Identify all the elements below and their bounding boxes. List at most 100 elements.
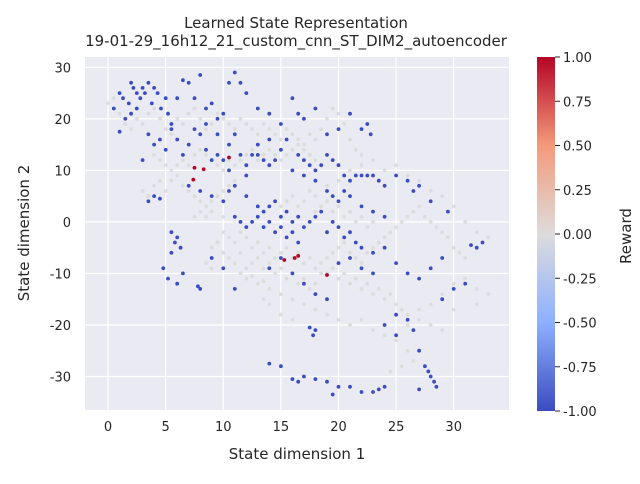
data-point xyxy=(423,214,427,219)
data-point xyxy=(166,276,170,281)
data-point xyxy=(446,235,450,240)
data-point xyxy=(255,281,260,286)
data-point xyxy=(244,266,249,271)
data-point xyxy=(192,194,197,199)
data-point xyxy=(290,377,295,381)
data-point xyxy=(181,271,185,276)
data-point xyxy=(181,158,185,163)
data-point xyxy=(336,127,341,131)
data-point xyxy=(330,106,335,111)
data-point xyxy=(336,317,341,322)
data-point xyxy=(232,163,237,168)
data-point xyxy=(204,106,208,111)
data-point xyxy=(149,101,154,106)
data-point xyxy=(405,173,410,178)
data-point xyxy=(261,225,266,230)
data-point xyxy=(405,348,410,353)
data-point xyxy=(388,292,393,296)
data-point xyxy=(232,240,237,245)
data-point xyxy=(232,132,237,137)
data-point xyxy=(296,111,301,116)
data-point xyxy=(325,199,329,204)
data-point xyxy=(382,183,387,188)
data-point xyxy=(232,127,237,131)
data-point xyxy=(178,245,183,250)
colorbar-tick-label: 1.00 xyxy=(563,51,592,66)
data-point xyxy=(284,137,289,142)
data-point xyxy=(169,230,174,235)
data-point xyxy=(169,132,174,137)
chart-title-line2: 19-01-29_16h12_21_custom_cnn_ST_DIM2_aut… xyxy=(85,32,508,51)
data-point xyxy=(209,209,214,214)
data-point xyxy=(152,153,157,157)
data-point xyxy=(336,384,341,389)
data-point xyxy=(284,209,289,214)
data-point xyxy=(348,137,352,142)
data-point xyxy=(325,132,329,137)
data-point xyxy=(284,199,289,204)
data-point xyxy=(215,240,220,245)
data-point xyxy=(336,276,341,281)
data-point xyxy=(181,122,185,126)
data-point xyxy=(279,158,283,163)
data-point xyxy=(313,106,318,111)
data-point xyxy=(227,189,231,193)
data-point xyxy=(411,209,416,214)
data-point xyxy=(140,158,145,163)
data-point xyxy=(273,132,277,137)
data-point xyxy=(126,101,131,106)
data-point xyxy=(382,333,387,338)
data-point xyxy=(388,230,393,235)
data-point xyxy=(336,111,341,116)
colorbar xyxy=(537,57,555,411)
data-point xyxy=(227,256,231,260)
data-point xyxy=(232,178,237,183)
data-point xyxy=(302,147,306,152)
data-point xyxy=(342,235,347,240)
data-point xyxy=(215,194,220,199)
data-point xyxy=(336,204,341,209)
data-point xyxy=(405,271,410,276)
data-point xyxy=(244,194,249,199)
data-point xyxy=(204,204,208,209)
data-point xyxy=(152,194,157,199)
data-point xyxy=(428,302,433,307)
x-tick-labels: 0 5 10 15 20 25 30 xyxy=(104,420,462,435)
data-point xyxy=(204,261,208,265)
data-point xyxy=(192,127,197,131)
data-point xyxy=(319,127,324,131)
colorbar-tick-label: 0.25 xyxy=(563,184,592,199)
data-point xyxy=(311,333,315,338)
data-point xyxy=(292,256,297,260)
data-point xyxy=(290,230,295,235)
data-point xyxy=(336,245,341,250)
data-point xyxy=(417,183,421,188)
data-point xyxy=(279,122,283,126)
data-point xyxy=(411,328,416,332)
data-point xyxy=(394,312,398,317)
data-point xyxy=(215,132,220,137)
data-point xyxy=(255,142,260,147)
data-point xyxy=(198,116,203,121)
data-point xyxy=(290,96,295,101)
data-point xyxy=(440,194,445,199)
data-point xyxy=(394,163,398,168)
data-point xyxy=(273,230,277,235)
data-point xyxy=(279,225,283,230)
data-point xyxy=(261,266,266,271)
data-point xyxy=(267,361,272,366)
colorbar-tick-label: -0.75 xyxy=(563,361,597,376)
grid-lines xyxy=(85,57,509,410)
data-point xyxy=(353,220,358,224)
data-point xyxy=(261,153,266,157)
data-point xyxy=(434,225,439,230)
data-point xyxy=(432,379,436,384)
data-point xyxy=(227,168,231,173)
data-point xyxy=(469,243,473,248)
data-point xyxy=(319,271,324,276)
data-point xyxy=(279,266,283,271)
data-point xyxy=(175,173,180,178)
data-point xyxy=(417,387,421,392)
data-point xyxy=(192,165,197,170)
